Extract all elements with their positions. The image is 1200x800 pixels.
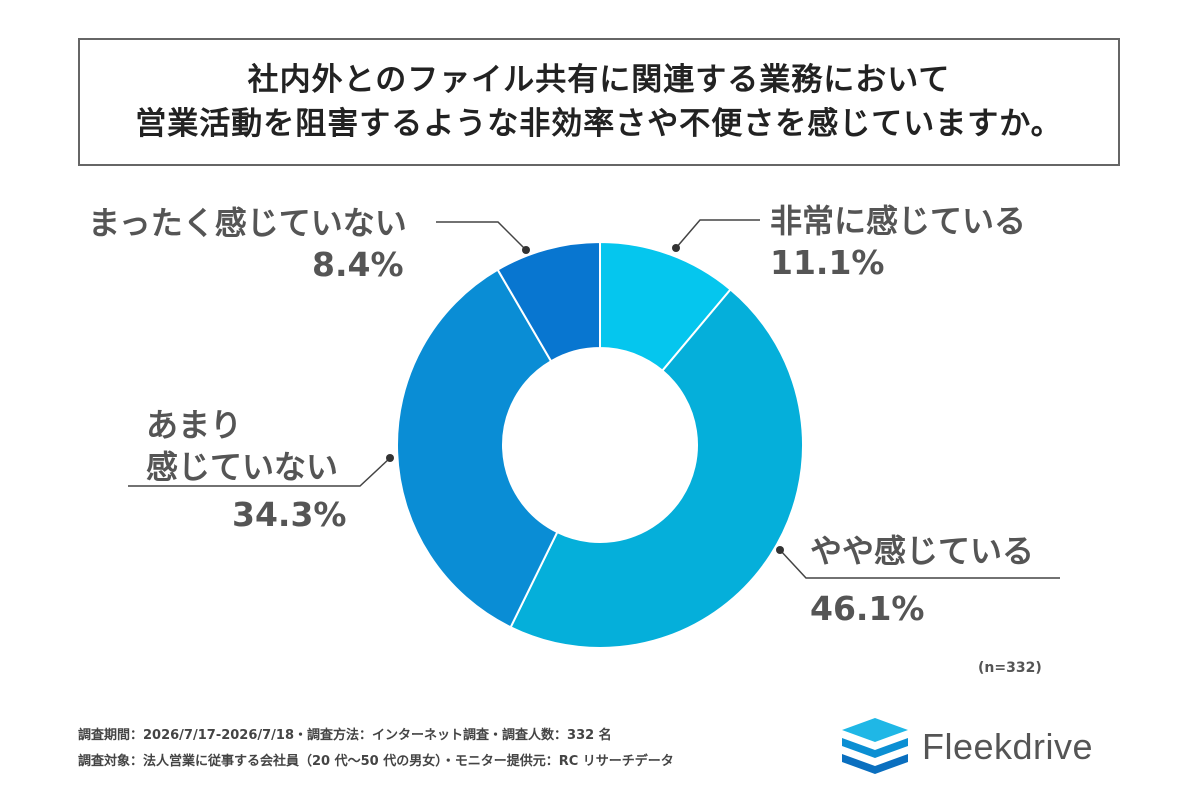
slice-not-at-all xyxy=(496,240,601,363)
slice-label-very: 非常に感じている 11.1% xyxy=(770,200,1026,284)
slice-name-not-at-all: まったく感じていない xyxy=(88,204,407,242)
leader-not-much xyxy=(128,457,391,487)
leader-very-dot xyxy=(672,244,680,252)
slice-name-very: 非常に感じている xyxy=(770,202,1027,240)
leader-not-at-all xyxy=(436,221,527,251)
slice-value-very: 11.1% xyxy=(770,243,885,282)
slice-label-somewhat: やや感じている 46.1% xyxy=(810,530,1034,630)
slice-label-not-much: あまり 感じていない xyxy=(146,404,338,488)
chart-title-box: 社内外とのファイル共有に関連する業務において 営業活動を阻害するような非効率さや… xyxy=(78,38,1120,166)
leader-not-much-dot xyxy=(386,454,394,462)
survey-footer-line-1: 調査期間：2026/7/17-2026/7/18・調査方法：インターネット調査・… xyxy=(78,728,612,743)
slice-value-not-at-all: 8.4% xyxy=(312,245,404,284)
leader-somewhat xyxy=(779,549,1060,579)
slice-name-not-much-line1: あまり xyxy=(146,406,243,444)
slice-value-not-much: 34.3% xyxy=(232,495,347,534)
survey-footer-line-2: 調査対象：法人営業に従事する会社員（20 代〜50 代の男女）・モニター提供元：… xyxy=(78,754,674,769)
brand-logo: Fleekdrive xyxy=(840,712,1130,782)
leader-not-at-all-dot xyxy=(522,246,530,254)
slice-name-not-much-line2: 感じていない xyxy=(146,448,339,486)
slice-somewhat xyxy=(509,288,804,649)
slice-value-somewhat: 46.1% xyxy=(810,589,925,628)
brand-name: Fleekdrive xyxy=(922,726,1094,767)
chart-title-line-2: 営業活動を阻害するような非効率さや不便さを感じていますか。 xyxy=(135,106,1063,142)
slice-not-much xyxy=(396,268,559,629)
fleekdrive-logo-icon xyxy=(842,718,908,774)
leader-very xyxy=(675,219,760,249)
sample-size-note: (n=332) xyxy=(978,660,1042,676)
slice-name-somewhat: やや感じている xyxy=(810,532,1035,570)
leader-somewhat-dot xyxy=(776,546,784,554)
chart-title-line-1: 社内外とのファイル共有に関連する業務において xyxy=(247,62,951,98)
